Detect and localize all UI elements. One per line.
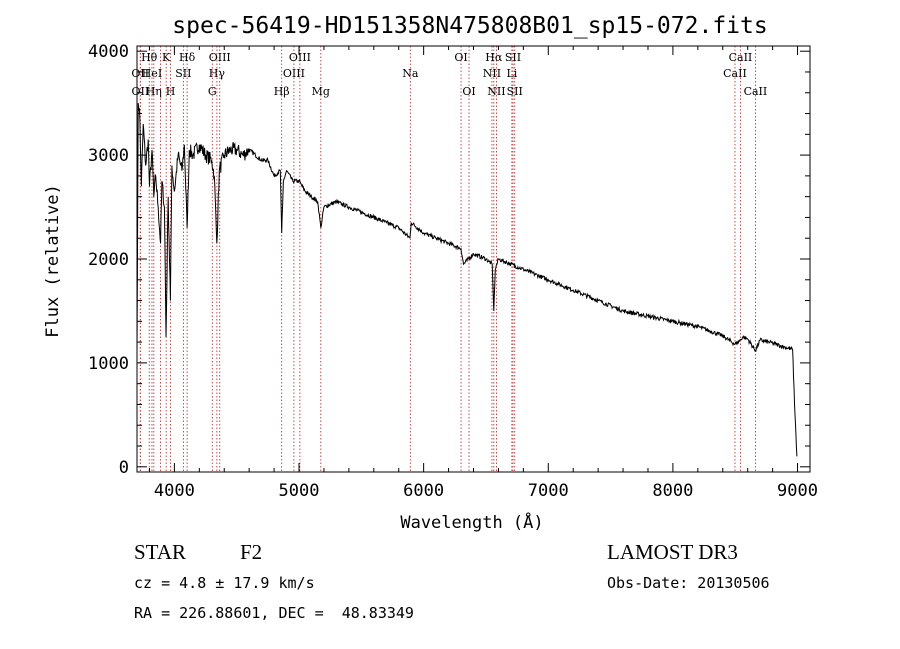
line-marker-label: HeI [142,67,162,80]
coordinates: RA = 226.88601, DEC = 48.83349 [134,604,414,622]
x-tick-label: 5000 [279,481,320,501]
x-axis-label: Wavelength (Å) [400,511,543,533]
line-marker-label: CaII [729,51,753,64]
y-axis-label: Flux (relative) [43,184,63,338]
line-marker-label: K [162,51,171,64]
line-marker-label: Hβ [274,85,290,98]
x-axis-ticks: 4000 5000 6000 7000 8000 9000 [148,46,818,501]
line-marker-label: Na [402,67,419,80]
y-axis-ticks: 0 1000 2000 3000 4000 [88,42,810,478]
line-marker-label: Li [506,67,517,80]
y-tick-label: 4000 [88,42,129,62]
line-marker-label: H [166,85,176,98]
line-marker-label: Mg [312,85,330,98]
chart-title: spec-56419-HD151358N475808B01_sp15-072.f… [172,13,767,39]
observation-date: Obs-Date: 20130506 [607,574,770,592]
spectral-subclass: F2 [240,540,263,564]
line-marker-label: OII [132,85,150,98]
redshift-value: cz = 4.8 ± 17.9 km/s [134,574,315,592]
x-tick-label: 4000 [154,481,195,501]
x-tick-label: 9000 [777,481,818,501]
line-marker-label: Hθ [141,51,158,64]
x-tick-label: 8000 [652,481,693,501]
spectrum-chart: spec-56419-HD151358N475808B01_sp15-072.f… [43,13,818,533]
line-marker-label: G [208,85,217,98]
y-tick-label: 2000 [88,250,129,270]
line-markers [139,46,756,472]
line-marker-label: CaII [744,85,768,98]
line-marker-label: OIII [283,67,305,80]
line-marker-label: CaII [723,67,747,80]
line-marker-label: OII [131,67,149,80]
line-marker-label: Hα [485,51,503,64]
line-marker-label: SII [505,51,521,64]
y-tick-label: 1000 [88,354,129,374]
x-tick-label: 6000 [403,481,444,501]
line-marker-label: Hδ [179,51,196,64]
y-tick-label: 3000 [88,146,129,166]
line-marker-label: SII [175,67,191,80]
line-marker-label: OI [454,51,467,64]
plot-frame [136,45,811,473]
survey-name: LAMOST DR3 [607,540,738,564]
line-marker-label: OIII [209,51,231,64]
object-type: STAR [134,540,186,564]
line-marker-label: SII [507,85,523,98]
line-marker-label: Hη [146,85,162,98]
line-marker-label: OI [462,85,475,98]
line-marker-label: OIII [289,51,311,64]
spectrum-line [136,103,798,457]
line-marker-label: NII [487,85,505,98]
line-marker-label: NII [483,67,501,80]
x-tick-label: 7000 [528,481,569,501]
line-marker-label: Hγ [209,67,226,80]
y-tick-label: 0 [119,458,129,478]
line-marker-labels: OII OII Hθ HeI Hη K H SII Hδ G Hγ OIII Hβ OIII OIII Mg N… [131,51,767,98]
